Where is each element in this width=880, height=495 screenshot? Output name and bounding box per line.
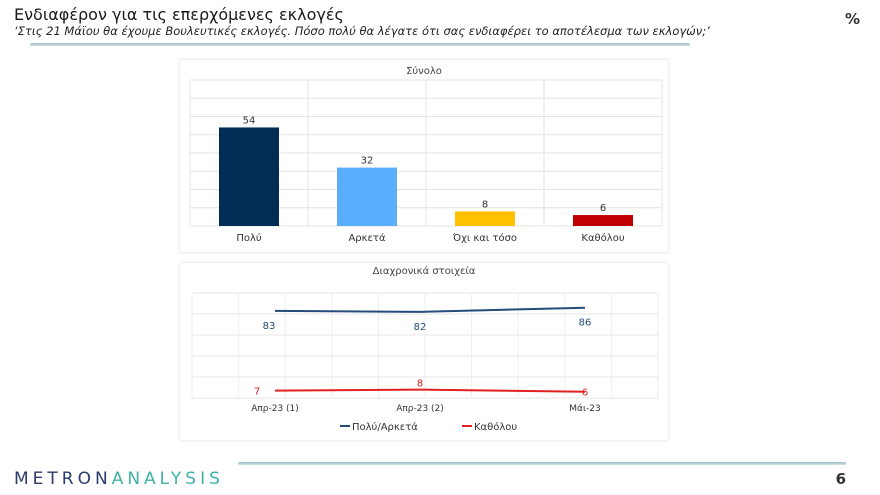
- data-label: 8: [417, 379, 423, 390]
- legend-label: Καθόλου: [474, 421, 517, 433]
- bar: [337, 167, 397, 226]
- bar: [219, 127, 279, 226]
- page-title: Ενδιαφέρον για τις επερχόμενες εκλογές: [14, 5, 344, 24]
- data-label: 6: [600, 203, 606, 214]
- series-line: [274, 306, 586, 313]
- data-label: 86: [579, 318, 592, 329]
- data-label: 7: [254, 387, 260, 398]
- page-number: 6: [835, 470, 846, 488]
- footer-divider: [238, 462, 846, 465]
- bar-chart: Σύνολο 54 Πολύ 32 Αρκετά 8 Όχι και τόσο 6 Καθόλ…: [189, 65, 663, 244]
- data-label: 82: [414, 322, 427, 333]
- bar: [573, 215, 633, 226]
- category-label: Απρ-23 (1): [251, 404, 299, 414]
- unit-label: %: [844, 10, 860, 28]
- category-label: Όχι και τόσο: [452, 232, 517, 244]
- category-label: Απρ-23 (2): [396, 404, 444, 414]
- header-divider: [30, 43, 690, 46]
- data-label: 83: [263, 321, 276, 332]
- line-chart-panel: Διαχρονικά στοιχεία 83 82 86 7 8 6 Απρ-23 (1) Α…: [180, 263, 668, 440]
- category-label: Μάι-23: [569, 404, 600, 414]
- data-label: 54: [243, 115, 256, 126]
- category-label: Πολύ: [236, 232, 262, 244]
- bar-chart-title: Σύνολο: [406, 65, 442, 77]
- series-line: [274, 388, 586, 393]
- data-label: 32: [361, 156, 374, 167]
- data-label: 8: [482, 199, 488, 210]
- category-label: Καθόλου: [581, 232, 624, 244]
- metron-analysis-logo: METRONANALYSIS: [14, 469, 224, 489]
- data-label: 6: [582, 388, 588, 399]
- category-label: Αρκετά: [348, 232, 386, 244]
- bar: [455, 211, 515, 226]
- legend-label: Πολύ/Αρκετά: [352, 421, 418, 433]
- bar-chart-panel: Σύνολο 54 Πολύ 32 Αρκετά 8 Όχι και τόσο 6 Καθόλ…: [180, 60, 668, 252]
- line-chart-title: Διαχρονικά στοιχεία: [373, 265, 476, 277]
- question-subtitle: ‘Στις 21 Μάϊου θα έχουμε Βουλευτικές εκλ…: [14, 24, 710, 38]
